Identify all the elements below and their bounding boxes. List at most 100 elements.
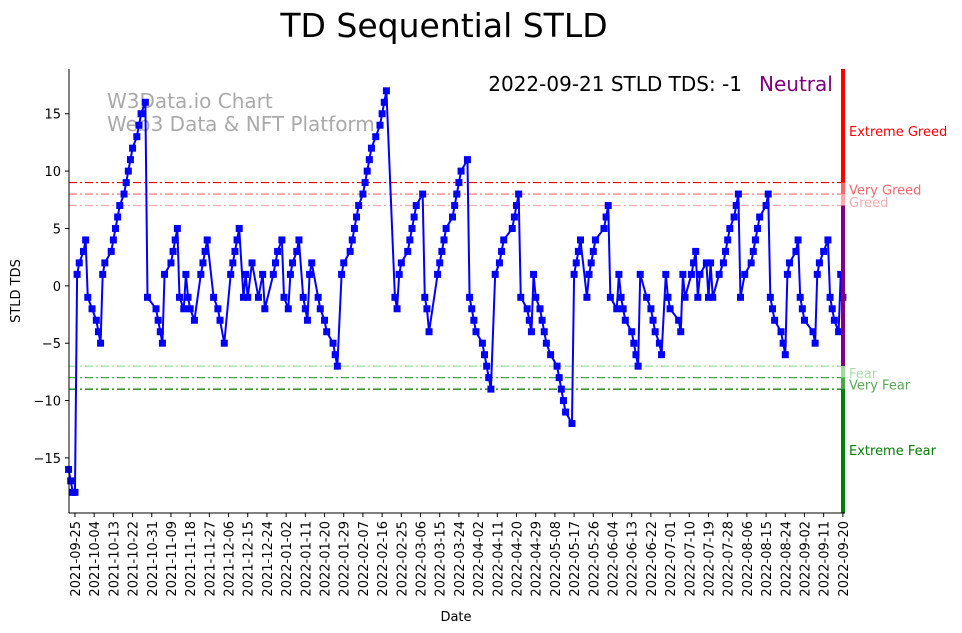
data-point <box>182 270 190 278</box>
x-tick-label: 2022-01-11 <box>299 521 314 597</box>
data-point <box>331 351 339 359</box>
x-axis-label: Date <box>440 610 471 625</box>
data-point <box>453 190 461 198</box>
data-point <box>210 293 218 301</box>
data-point <box>762 202 770 210</box>
data-point <box>835 328 843 336</box>
data-point <box>704 293 712 301</box>
data-point <box>724 236 732 244</box>
data-point <box>321 316 329 324</box>
data-point <box>359 190 367 198</box>
data-point <box>675 316 683 324</box>
data-point <box>254 293 262 301</box>
x-tick-label: 2022-03-24 <box>453 521 468 597</box>
data-point <box>124 167 132 175</box>
data-point <box>794 236 802 244</box>
data-point <box>707 259 715 267</box>
data-point <box>658 351 666 359</box>
data-point <box>141 98 149 106</box>
data-point <box>463 156 471 164</box>
data-point <box>112 224 120 232</box>
x-tick-label: 2022-03-06 <box>415 521 430 597</box>
x-tick-label: 2021-12-15 <box>242 521 257 597</box>
data-point <box>410 213 418 221</box>
data-point <box>604 202 612 210</box>
zone-bar-segment <box>841 182 845 195</box>
data-point <box>687 270 695 278</box>
data-point <box>152 305 160 313</box>
data-point <box>451 202 459 210</box>
data-point <box>649 316 657 324</box>
data-point <box>455 179 463 187</box>
data-point <box>591 236 599 244</box>
zone-label: Greed <box>849 196 888 211</box>
data-point <box>214 305 222 313</box>
zone-label: Very Greed <box>849 183 921 198</box>
x-tick-label: 2021-10-04 <box>88 521 103 597</box>
data-point <box>457 167 465 175</box>
data-point <box>314 293 322 301</box>
x-tick-label: 2021-10-13 <box>107 521 122 597</box>
y-tick-label: −15 <box>34 452 61 467</box>
data-point <box>161 270 169 278</box>
data-point <box>299 293 307 301</box>
x-tick-label: 2022-05-17 <box>568 521 583 597</box>
data-point <box>259 270 267 278</box>
data-point <box>734 190 742 198</box>
x-tick-label: 2022-06-22 <box>645 521 660 597</box>
data-point <box>510 213 518 221</box>
data-point <box>495 259 503 267</box>
data-point <box>421 293 429 301</box>
data-point <box>702 259 710 267</box>
x-tick-label: 2022-04-02 <box>472 521 487 597</box>
data-point <box>169 247 177 255</box>
data-point <box>101 259 109 267</box>
x-tick-label: 2022-07-01 <box>664 521 679 597</box>
data-point <box>376 121 384 129</box>
data-point <box>621 316 629 324</box>
zone-bar-segment <box>841 69 845 183</box>
data-point <box>116 202 124 210</box>
data-point <box>498 247 506 255</box>
data-point <box>353 213 361 221</box>
data-point <box>184 293 192 301</box>
data-point <box>634 362 642 370</box>
x-tick-label: 2022-06-04 <box>606 521 621 597</box>
data-point <box>766 293 774 301</box>
data-point <box>82 236 90 244</box>
data-point <box>346 247 354 255</box>
data-point <box>481 351 489 359</box>
data-point <box>348 236 356 244</box>
x-tick-label: 2022-01-20 <box>319 521 334 597</box>
data-point <box>395 270 403 278</box>
data-point <box>751 236 759 244</box>
data-point <box>709 293 717 301</box>
data-point <box>651 328 659 336</box>
x-tick-label: 2022-05-26 <box>587 521 602 597</box>
data-point <box>628 328 636 336</box>
data-point <box>199 259 207 267</box>
data-point <box>542 339 550 347</box>
data-point <box>201 247 209 255</box>
data-point <box>792 247 800 255</box>
data-point <box>557 385 565 393</box>
data-point <box>500 236 508 244</box>
data-point <box>572 259 580 267</box>
y-tick-label: −10 <box>34 395 61 410</box>
data-point <box>406 236 414 244</box>
data-point <box>715 270 723 278</box>
data-point <box>133 133 141 141</box>
data-point <box>167 259 175 267</box>
data-point <box>92 316 100 324</box>
data-point <box>301 305 309 313</box>
data-point <box>613 305 621 313</box>
zone-label: Fear <box>849 367 878 382</box>
data-point <box>286 270 294 278</box>
data-point <box>404 247 412 255</box>
data-point <box>80 247 88 255</box>
x-tick-label: 2022-02-16 <box>376 521 391 597</box>
data-point <box>73 270 81 278</box>
watermark-line-1: W3Data.io Chart <box>107 89 273 113</box>
data-point <box>434 270 442 278</box>
